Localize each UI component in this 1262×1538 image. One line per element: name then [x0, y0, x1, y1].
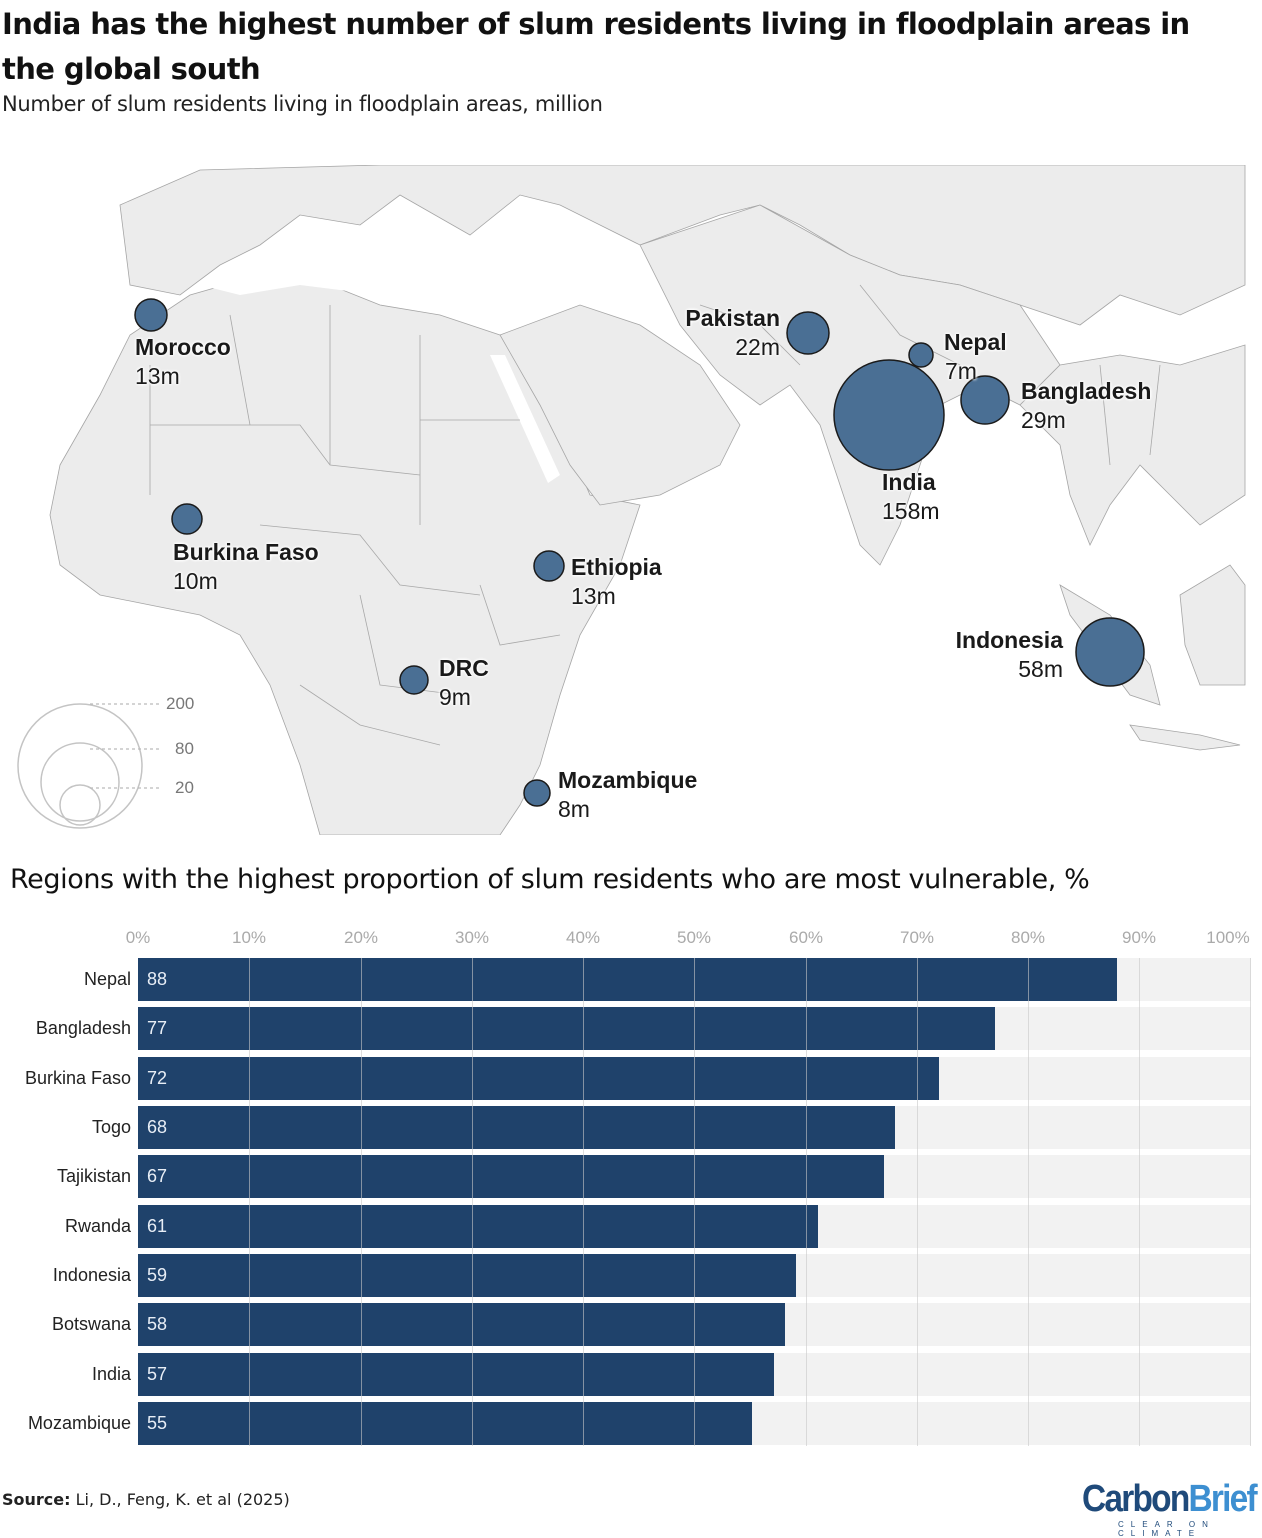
bar-value: 55 — [147, 1413, 168, 1433]
bubble-indonesia — [1075, 617, 1145, 687]
bar-label: Indonesia — [52, 1265, 131, 1285]
x-tick: 0% — [125, 928, 151, 947]
bar-label: Mozambique — [27, 1413, 131, 1433]
source-text: Li, D., Feng, K. et al (2025) — [70, 1490, 290, 1509]
bar-row: Togo 68 — [0, 1106, 1262, 1149]
label-indonesia: Indonesia 58m — [955, 627, 1063, 682]
bar-value: 77 — [147, 1018, 168, 1038]
bar-row: Nepal 88 — [0, 958, 1262, 1001]
bubble-map: 200 80 20 Morocco 13m Burkina Faso 10m Eth… — [0, 165, 1262, 835]
bubble-ethiopia — [533, 550, 565, 582]
bar-label: Togo — [91, 1117, 131, 1137]
label-burkina-faso: Burkina Faso 10m — [173, 539, 319, 594]
legend-label-200: 200 — [166, 694, 195, 713]
bar — [138, 1057, 939, 1100]
label-nepal: Nepal 7m — [944, 329, 1007, 384]
bar — [138, 1254, 796, 1297]
bar-row: Tajikistan 67 — [0, 1155, 1262, 1198]
bar — [138, 1155, 884, 1198]
bar-row: Bangladesh 77 — [0, 1007, 1262, 1050]
bar — [138, 1205, 818, 1248]
bar — [138, 1007, 995, 1050]
bar — [138, 1402, 752, 1445]
x-tick: 70% — [899, 928, 935, 947]
legend-label-80: 80 — [175, 739, 194, 758]
bar-value: 88 — [147, 969, 168, 989]
bar-row: India 57 — [0, 1353, 1262, 1396]
bar-row: Botswana 58 — [0, 1303, 1262, 1346]
x-tick: 20% — [343, 928, 379, 947]
source-note: Source: Li, D., Feng, K. et al (2025) — [2, 1490, 290, 1509]
carbonbrief-logo: CarbonBrief CLEAR ON CLIMATE — [1082, 1480, 1262, 1538]
x-tick: 80% — [1010, 928, 1046, 947]
bubble-bangladesh — [960, 375, 1010, 425]
bubble-mozambique — [523, 779, 551, 807]
bar-label: India — [91, 1364, 131, 1384]
bar-row: Mozambique 55 — [0, 1402, 1262, 1445]
chart-subtitle: Number of slum residents living in flood… — [2, 92, 603, 116]
bubble-india — [833, 359, 945, 471]
bar-row: Rwanda 61 — [0, 1205, 1262, 1248]
bar — [138, 1303, 785, 1346]
bar — [138, 1353, 774, 1396]
label-india: India 158m — [882, 469, 940, 524]
bubble-nepal — [908, 342, 934, 368]
bubble-burkina-faso — [171, 503, 203, 535]
x-tick: 10% — [231, 928, 267, 947]
bar-value: 58 — [147, 1314, 168, 1334]
bar-label: Burkina Faso — [24, 1068, 131, 1088]
label-pakistan: Pakistan 22m — [685, 305, 780, 360]
bar-label: Nepal — [83, 969, 131, 989]
bubble-drc — [399, 665, 429, 695]
bar-value: 68 — [147, 1117, 168, 1137]
legend-label-20: 20 — [175, 778, 194, 797]
label-mozambique: Mozambique 8m — [558, 767, 698, 822]
size-legend — [17, 703, 160, 829]
bar — [138, 958, 1117, 1001]
bar-value: 72 — [147, 1068, 168, 1088]
x-tick: 60% — [788, 928, 824, 947]
x-tick: 100% — [1206, 928, 1250, 947]
bubble-pakistan — [786, 311, 830, 355]
bar-label: Tajikistan — [56, 1166, 131, 1186]
bar-value: 61 — [147, 1216, 168, 1236]
logo-brief: Brief — [1188, 1478, 1257, 1520]
logo-tagline: CLEAR ON CLIMATE — [1118, 1520, 1215, 1538]
x-tick: 90% — [1121, 928, 1157, 947]
source-label: Source: — [2, 1490, 71, 1509]
x-tick: 40% — [565, 928, 601, 947]
label-morocco: Morocco 13m — [135, 334, 231, 389]
chart-title: India has the highest number of slum res… — [2, 7, 1190, 86]
x-tick: 30% — [454, 928, 490, 947]
bar-label: Botswana — [51, 1314, 131, 1334]
map-basemap — [17, 165, 1246, 835]
bar-label: Rwanda — [64, 1216, 131, 1236]
label-bangladesh: Bangladesh 29m — [1021, 378, 1152, 433]
bar-value: 59 — [147, 1265, 168, 1285]
bar-row: Indonesia 59 — [0, 1254, 1262, 1297]
x-tick: 50% — [676, 928, 712, 947]
logo-carbon: Carbon — [1082, 1478, 1190, 1520]
bar-row: Burkina Faso 72 — [0, 1057, 1262, 1100]
bar — [138, 1106, 895, 1149]
bubble-morocco — [134, 298, 168, 332]
bar-value: 57 — [147, 1364, 168, 1384]
label-ethiopia: Ethiopia 13m — [571, 554, 662, 609]
bar-chart-title: Regions with the highest proportion of s… — [10, 864, 1090, 895]
bar-value: 67 — [147, 1166, 168, 1186]
bar-label: Bangladesh — [35, 1018, 131, 1038]
label-drc: DRC 9m — [439, 655, 489, 710]
